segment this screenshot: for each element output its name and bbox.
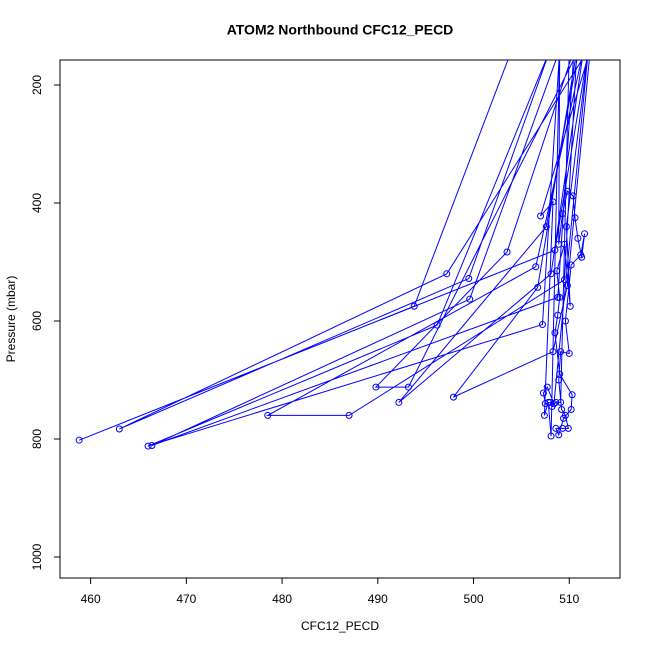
point xyxy=(566,302,574,310)
point xyxy=(561,317,569,325)
point xyxy=(549,348,557,356)
point xyxy=(148,441,156,449)
point xyxy=(372,383,380,391)
series-line xyxy=(78,60,590,447)
point xyxy=(433,321,441,329)
x-tick-label: 490 xyxy=(368,592,388,606)
point xyxy=(563,187,571,195)
x-tick-label: 460 xyxy=(81,592,101,606)
point xyxy=(548,403,556,411)
point xyxy=(443,270,451,278)
point xyxy=(568,391,576,399)
point xyxy=(543,383,551,391)
point xyxy=(532,263,540,271)
point xyxy=(538,321,546,329)
point xyxy=(557,348,565,356)
point xyxy=(449,393,457,401)
point xyxy=(537,212,545,220)
point xyxy=(542,223,550,231)
point xyxy=(547,270,555,278)
y-tick-label: 1000 xyxy=(30,543,44,570)
data-layer xyxy=(75,60,590,450)
point xyxy=(577,251,585,259)
y-tick-label: 400 xyxy=(30,193,44,213)
point xyxy=(552,398,560,406)
point xyxy=(466,295,474,303)
point xyxy=(549,198,557,206)
point xyxy=(560,240,568,248)
point xyxy=(264,411,272,419)
point xyxy=(551,329,559,337)
point xyxy=(554,311,562,319)
y-tick-label: 600 xyxy=(30,311,44,331)
point xyxy=(558,406,566,414)
plot-frame xyxy=(59,59,621,579)
point xyxy=(553,267,561,275)
point xyxy=(562,223,570,231)
point xyxy=(556,370,564,378)
x-tick-label: 510 xyxy=(559,592,579,606)
point xyxy=(115,425,123,433)
point xyxy=(534,283,542,291)
point xyxy=(565,349,573,357)
point xyxy=(395,398,403,406)
point xyxy=(569,192,577,200)
point xyxy=(560,414,568,422)
x-axis-label: CFC12_PECD xyxy=(301,619,379,633)
point xyxy=(567,261,575,269)
point xyxy=(555,431,563,439)
point xyxy=(541,400,549,408)
point xyxy=(559,210,567,218)
point xyxy=(465,275,473,283)
point xyxy=(554,293,562,301)
point xyxy=(539,389,547,397)
point xyxy=(410,302,418,310)
point xyxy=(144,442,152,450)
point xyxy=(563,282,571,290)
point xyxy=(551,246,559,254)
y-tick-label: 800 xyxy=(30,429,44,449)
point xyxy=(574,234,582,242)
x-tick-label: 470 xyxy=(176,592,196,606)
point xyxy=(567,406,575,414)
point xyxy=(557,398,565,406)
point xyxy=(540,411,548,419)
y-tick-label: 200 xyxy=(30,75,44,95)
point xyxy=(560,276,568,284)
point xyxy=(559,424,567,432)
point xyxy=(345,411,353,419)
point xyxy=(581,230,589,238)
x-tick-label: 480 xyxy=(272,592,292,606)
chart-title: ATOM2 Northbound CFC12_PECD xyxy=(227,22,454,38)
x-tick-label: 500 xyxy=(464,592,484,606)
point xyxy=(556,293,564,301)
point xyxy=(571,214,579,222)
point xyxy=(552,424,560,432)
point xyxy=(503,248,511,256)
point xyxy=(404,383,412,391)
y-axis-label: Pressure (mbar) xyxy=(4,276,18,363)
point xyxy=(75,436,83,444)
point xyxy=(547,432,555,440)
